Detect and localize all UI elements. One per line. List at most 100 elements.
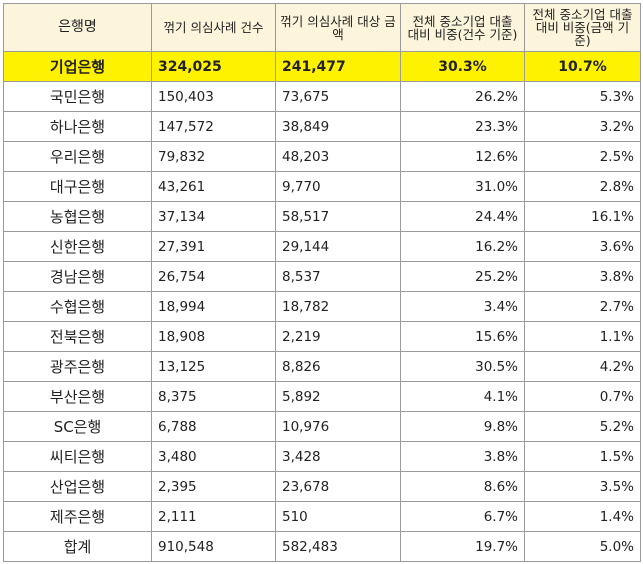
- bank-name-cell: 국민은행: [3, 81, 152, 112]
- header-share-by-amount: 전체 중소기업 대출 대비 비중(금액 기준): [524, 3, 641, 52]
- table-row: 합계 910,548 582,483 19.7% 5.0%: [3, 531, 641, 562]
- share-by-amount-cell: 2.8%: [524, 171, 641, 202]
- share-by-count-cell: 30.5%: [400, 351, 525, 382]
- case-amount-cell: 582,483: [275, 531, 401, 562]
- share-by-count-cell: 9.8%: [400, 411, 525, 442]
- share-by-amount-cell: 3.5%: [524, 471, 641, 502]
- case-count-cell: 43,261: [151, 171, 276, 202]
- case-count-cell: 26,754: [151, 261, 276, 292]
- table-row: 우리은행 79,832 48,203 12.6% 2.5%: [3, 141, 641, 172]
- header-bank-name: 은행명: [3, 3, 152, 52]
- case-amount-cell: 9,770: [275, 171, 401, 202]
- bank-name-cell: 광주은행: [3, 351, 152, 382]
- case-amount-cell: 48,203: [275, 141, 401, 172]
- bank-loan-table: 은행명 꺾기 의심사례 건수 꺾기 의심사례 대상 금액 전체 중소기업 대출 …: [3, 3, 641, 562]
- table-row: 국민은행 150,403 73,675 26.2% 5.3%: [3, 81, 641, 112]
- case-count-cell: 18,994: [151, 291, 276, 322]
- share-by-count-cell: 24.4%: [400, 201, 525, 232]
- case-count-cell: 3,480: [151, 441, 276, 472]
- bank-name-cell: 대구은행: [3, 171, 152, 202]
- share-by-count-cell: 3.4%: [400, 291, 525, 322]
- table-row: 신한은행 27,391 29,144 16.2% 3.6%: [3, 231, 641, 262]
- share-by-count-cell: 15.6%: [400, 321, 525, 352]
- share-by-amount-cell: 10.7%: [524, 51, 641, 82]
- bank-name-cell: 제주은행: [3, 501, 152, 532]
- share-by-amount-cell: 1.1%: [524, 321, 641, 352]
- case-amount-cell: 8,537: [275, 261, 401, 292]
- case-count-cell: 2,395: [151, 471, 276, 502]
- table-body: 기업은행 324,025 241,477 30.3% 10.7% 국민은행 150,403 7…: [3, 51, 641, 562]
- share-by-count-cell: 8.6%: [400, 471, 525, 502]
- bank-name-cell: 우리은행: [3, 141, 152, 172]
- case-count-cell: 910,548: [151, 531, 276, 562]
- table-row: 제주은행 2,111 510 6.7% 1.4%: [3, 501, 641, 532]
- share-by-count-cell: 6.7%: [400, 501, 525, 532]
- case-amount-cell: 73,675: [275, 81, 401, 112]
- case-amount-cell: 18,782: [275, 291, 401, 322]
- share-by-amount-cell: 4.2%: [524, 351, 641, 382]
- case-amount-cell: 58,517: [275, 201, 401, 232]
- bank-name-cell: 씨티은행: [3, 441, 152, 472]
- header-share-by-count: 전체 중소기업 대출 대비 비중(건수 기준): [400, 3, 525, 52]
- case-amount-cell: 5,892: [275, 381, 401, 412]
- table-row: 씨티은행 3,480 3,428 3.8% 1.5%: [3, 441, 641, 472]
- share-by-count-cell: 26.2%: [400, 81, 525, 112]
- bank-name-cell: 신한은행: [3, 231, 152, 262]
- share-by-amount-cell: 5.3%: [524, 81, 641, 112]
- table-row: 전북은행 18,908 2,219 15.6% 1.1%: [3, 321, 641, 352]
- table-row: 경남은행 26,754 8,537 25.2% 3.8%: [3, 261, 641, 292]
- table-row: 대구은행 43,261 9,770 31.0% 2.8%: [3, 171, 641, 202]
- share-by-amount-cell: 1.5%: [524, 441, 641, 472]
- case-amount-cell: 10,976: [275, 411, 401, 442]
- share-by-count-cell: 23.3%: [400, 111, 525, 142]
- header-case-amount: 꺾기 의심사례 대상 금액: [275, 3, 401, 52]
- share-by-amount-cell: 5.0%: [524, 531, 641, 562]
- share-by-count-cell: 12.6%: [400, 141, 525, 172]
- table-row: SC은행 6,788 10,976 9.8% 5.2%: [3, 411, 641, 442]
- case-amount-cell: 38,849: [275, 111, 401, 142]
- share-by-amount-cell: 3.8%: [524, 261, 641, 292]
- share-by-amount-cell: 0.7%: [524, 381, 641, 412]
- share-by-amount-cell: 3.6%: [524, 231, 641, 262]
- table-row: 부산은행 8,375 5,892 4.1% 0.7%: [3, 381, 641, 412]
- case-amount-cell: 8,826: [275, 351, 401, 382]
- share-by-amount-cell: 2.7%: [524, 291, 641, 322]
- bank-name-cell: 하나은행: [3, 111, 152, 142]
- table-row: 수협은행 18,994 18,782 3.4% 2.7%: [3, 291, 641, 322]
- table-row: 광주은행 13,125 8,826 30.5% 4.2%: [3, 351, 641, 382]
- share-by-count-cell: 16.2%: [400, 231, 525, 262]
- case-amount-cell: 510: [275, 501, 401, 532]
- table-row: 기업은행 324,025 241,477 30.3% 10.7%: [3, 51, 641, 82]
- bank-name-cell: 기업은행: [3, 51, 152, 82]
- share-by-amount-cell: 1.4%: [524, 501, 641, 532]
- share-by-amount-cell: 5.2%: [524, 411, 641, 442]
- case-amount-cell: 241,477: [275, 51, 401, 82]
- case-count-cell: 8,375: [151, 381, 276, 412]
- share-by-count-cell: 31.0%: [400, 171, 525, 202]
- table-header: 은행명 꺾기 의심사례 건수 꺾기 의심사례 대상 금액 전체 중소기업 대출 …: [3, 3, 641, 52]
- share-by-count-cell: 25.2%: [400, 261, 525, 292]
- table-row: 농협은행 37,134 58,517 24.4% 16.1%: [3, 201, 641, 232]
- case-count-cell: 150,403: [151, 81, 276, 112]
- bank-name-cell: SC은행: [3, 411, 152, 442]
- case-count-cell: 147,572: [151, 111, 276, 142]
- share-by-count-cell: 4.1%: [400, 381, 525, 412]
- case-count-cell: 18,908: [151, 321, 276, 352]
- share-by-count-cell: 19.7%: [400, 531, 525, 562]
- share-by-amount-cell: 16.1%: [524, 201, 641, 232]
- bank-name-cell: 산업은행: [3, 471, 152, 502]
- header-row: 은행명 꺾기 의심사례 건수 꺾기 의심사례 대상 금액 전체 중소기업 대출 …: [3, 3, 641, 52]
- bank-name-cell: 농협은행: [3, 201, 152, 232]
- case-count-cell: 2,111: [151, 501, 276, 532]
- share-by-count-cell: 3.8%: [400, 441, 525, 472]
- case-amount-cell: 3,428: [275, 441, 401, 472]
- table-row: 하나은행 147,572 38,849 23.3% 3.2%: [3, 111, 641, 142]
- share-by-amount-cell: 2.5%: [524, 141, 641, 172]
- case-amount-cell: 2,219: [275, 321, 401, 352]
- bank-name-cell: 전북은행: [3, 321, 152, 352]
- share-by-amount-cell: 3.2%: [524, 111, 641, 142]
- case-count-cell: 324,025: [151, 51, 276, 82]
- bank-name-cell: 경남은행: [3, 261, 152, 292]
- header-case-count: 꺾기 의심사례 건수: [151, 3, 276, 52]
- case-count-cell: 6,788: [151, 411, 276, 442]
